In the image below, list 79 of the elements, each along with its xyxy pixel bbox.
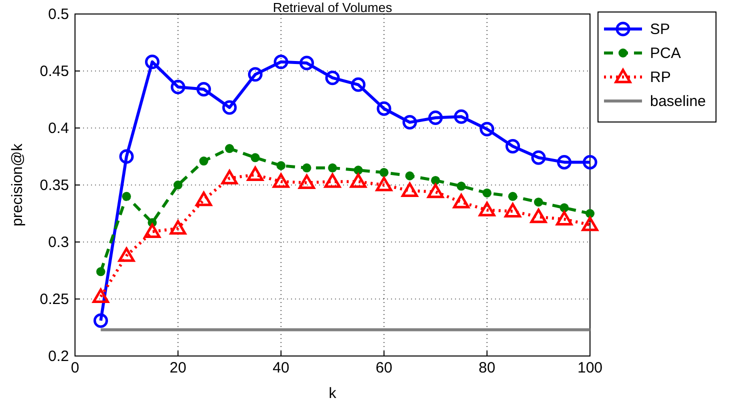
point <box>250 153 260 162</box>
point <box>96 267 106 276</box>
point <box>351 77 366 92</box>
point <box>531 150 546 165</box>
y-tick-label: 0.45 <box>40 62 69 80</box>
y-tick-label: 0.3 <box>48 234 69 251</box>
point <box>354 166 363 175</box>
point <box>122 192 131 201</box>
point <box>431 176 440 185</box>
point <box>376 101 392 116</box>
point <box>480 122 494 136</box>
x-tick-label: 40 <box>272 360 290 377</box>
point <box>199 156 208 166</box>
point <box>428 110 443 125</box>
point <box>456 182 466 191</box>
point <box>144 223 160 238</box>
point <box>508 192 518 201</box>
point <box>145 54 160 70</box>
y-tick-label: 0.25 <box>40 290 69 308</box>
point <box>582 154 598 170</box>
legend-label: PCA <box>650 45 681 62</box>
point <box>454 109 468 124</box>
y-tick-label: 0.35 <box>40 176 69 194</box>
point <box>402 115 417 130</box>
point <box>427 184 444 198</box>
point <box>302 163 312 172</box>
point <box>118 247 135 262</box>
point <box>170 80 186 94</box>
point <box>196 192 212 206</box>
point <box>350 173 366 188</box>
point <box>170 220 186 235</box>
point <box>560 203 569 212</box>
y-tick-label: 0.2 <box>48 348 69 365</box>
point <box>380 168 388 177</box>
point <box>582 216 598 232</box>
point <box>272 173 290 188</box>
point <box>300 56 314 70</box>
point <box>324 173 341 188</box>
point <box>222 100 237 115</box>
legend-label: SP <box>650 21 670 38</box>
y-axis-title: precision@k <box>9 143 26 226</box>
point <box>534 198 543 207</box>
point <box>402 182 418 197</box>
point <box>119 149 134 164</box>
x-tick-label: 60 <box>376 360 392 377</box>
x-axis-title: k <box>328 385 337 402</box>
x-tick-label: 20 <box>170 360 186 377</box>
legend-label: RP <box>650 69 671 86</box>
point <box>557 154 572 170</box>
point <box>298 174 315 189</box>
point <box>92 288 109 303</box>
point <box>328 163 337 172</box>
point <box>325 70 340 86</box>
y-tick-label: 0.5 <box>48 6 69 23</box>
point <box>274 54 288 70</box>
x-tick-label: 100 <box>577 360 603 377</box>
point <box>225 144 234 154</box>
point <box>174 180 182 190</box>
point <box>530 208 547 224</box>
point <box>221 170 238 184</box>
point <box>248 67 262 82</box>
point <box>453 194 470 208</box>
point <box>196 82 211 96</box>
point <box>478 202 496 216</box>
chart-title: Retrieval of Volumes <box>272 0 393 15</box>
point <box>94 313 108 328</box>
y-tick-label: 0.4 <box>48 120 69 137</box>
legend-label: baseline <box>650 93 706 110</box>
point <box>247 166 264 181</box>
point <box>506 138 520 154</box>
x-tick-label: 80 <box>478 360 496 377</box>
point <box>276 161 286 170</box>
point <box>504 202 521 218</box>
x-tick-label: 0 <box>70 360 80 377</box>
point <box>586 209 594 218</box>
point <box>482 188 492 198</box>
point <box>376 176 392 192</box>
point <box>405 171 414 180</box>
point <box>556 210 572 226</box>
